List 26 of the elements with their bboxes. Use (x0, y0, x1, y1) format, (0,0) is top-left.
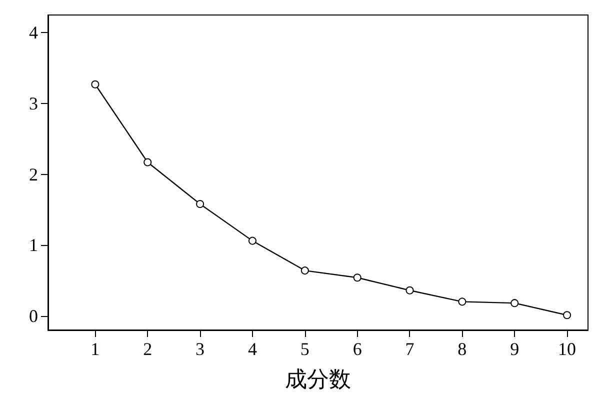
x-tick-label: 2 (143, 339, 152, 359)
x-tick-label: 9 (510, 339, 520, 359)
x-tick-label: 1 (90, 339, 100, 359)
point (458, 298, 466, 306)
x-tick-label: 5 (300, 339, 310, 359)
point (144, 158, 152, 166)
point (300, 266, 309, 275)
x-axis-title: 成分数 (285, 366, 351, 392)
y-tick-label: 1 (29, 235, 38, 256)
point (563, 311, 572, 320)
x-tick-label: 6 (352, 339, 362, 359)
point (91, 80, 100, 88)
y-tick-label: 3 (29, 93, 38, 114)
point (353, 274, 362, 282)
x-tick-label: 4 (248, 339, 257, 359)
x-tick-label: 8 (458, 339, 467, 359)
point (196, 200, 204, 208)
x-tick-label: 7 (405, 339, 414, 359)
x-tick-label: 10 (558, 339, 576, 359)
point (406, 286, 414, 294)
y-tick-label: 4 (29, 22, 38, 43)
y-tick-label: 0 (29, 306, 38, 326)
point (510, 299, 519, 308)
point (248, 236, 256, 245)
x-tick-label: 3 (196, 339, 205, 359)
y-tick-label: 2 (29, 164, 38, 184)
